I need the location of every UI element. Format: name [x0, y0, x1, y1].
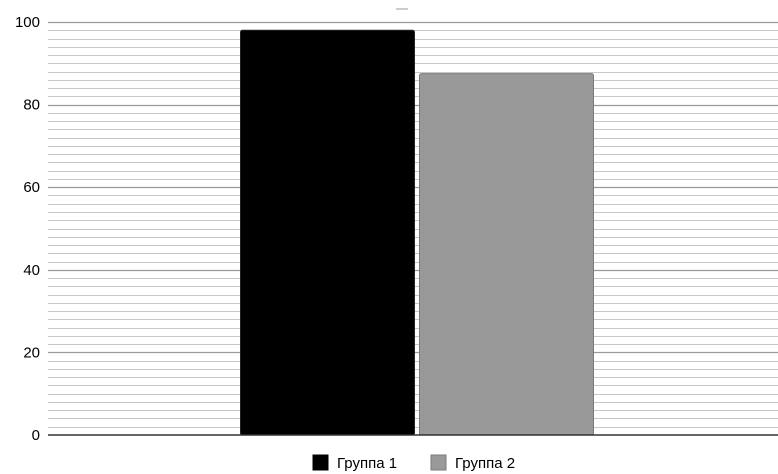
legend-label-2: Группа 2 [455, 455, 515, 472]
y-tick-label: 20 [23, 344, 40, 361]
legend-swatch-1 [312, 454, 329, 471]
bar-1 [240, 29, 415, 436]
legend-label-1: Группа 1 [337, 455, 397, 472]
bars [240, 29, 594, 436]
bar-2 [419, 73, 594, 436]
legend: Группа 1 Группа 2 [312, 454, 515, 472]
y-tick-label: 100 [15, 14, 40, 31]
y-tick-label: 0 [32, 427, 40, 444]
y-axis-ticks: 0 20 40 60 80 100 [15, 14, 40, 444]
y-tick-label: 80 [23, 97, 40, 114]
y-tick-label: 40 [23, 262, 40, 279]
legend-swatch-2 [430, 454, 447, 471]
y-tick-label: 60 [23, 179, 40, 196]
